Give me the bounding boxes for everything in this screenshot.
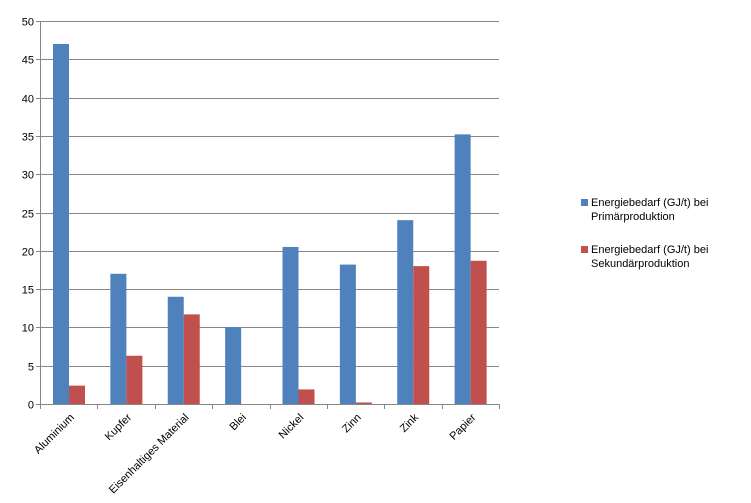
bar-primary-zinn xyxy=(339,264,356,404)
legend-swatch xyxy=(581,199,588,206)
bar-secondary-eisenhaltiges-material xyxy=(183,314,200,404)
bar-secondary-zink xyxy=(413,266,430,404)
y-tick-label: 50 xyxy=(22,17,34,29)
bar-secondary-zinn xyxy=(355,402,372,404)
legend-label: Primärproduktion xyxy=(591,211,675,223)
legend-label: Sekundärproduktion xyxy=(591,258,689,270)
legend: Energiebedarf (GJ/t) bei Primärproduktion… xyxy=(581,197,708,270)
bar-primary-nickel xyxy=(282,246,299,404)
y-tick-label: 35 xyxy=(22,132,34,144)
legend-swatch xyxy=(581,246,588,253)
bars xyxy=(53,43,487,404)
legend-label: Energiebedarf (GJ/t) bei xyxy=(591,197,708,209)
y-axis: 0 5 10 15 20 25 30 35 40 45 50 xyxy=(22,17,41,412)
y-tick-label: 20 xyxy=(22,247,34,259)
legend-label: Energiebedarf (GJ/t) bei xyxy=(591,244,708,256)
y-tick-label: 0 xyxy=(28,400,34,412)
bar-primary-papier xyxy=(454,134,471,404)
y-tick-label: 25 xyxy=(22,209,34,221)
bar-primary-kupfer xyxy=(110,273,127,404)
bar-primary-aluminium xyxy=(53,43,69,404)
bar-primary-eisenhaltiges-material xyxy=(167,296,184,404)
bar-secondary-papier xyxy=(470,260,487,404)
bar-primary-blei xyxy=(225,327,242,404)
y-tick-label: 15 xyxy=(22,285,34,297)
bar-primary-zink xyxy=(397,220,414,404)
y-tick-label: 40 xyxy=(22,94,34,106)
bar-secondary-kupfer xyxy=(126,355,143,404)
y-tick-label: 45 xyxy=(22,55,34,67)
y-tick-label: 10 xyxy=(22,323,34,335)
y-tick-label: 30 xyxy=(22,170,34,182)
y-tick-label: 5 xyxy=(28,362,34,374)
bar-secondary-nickel xyxy=(298,389,315,404)
bar-secondary-aluminium xyxy=(69,385,85,404)
